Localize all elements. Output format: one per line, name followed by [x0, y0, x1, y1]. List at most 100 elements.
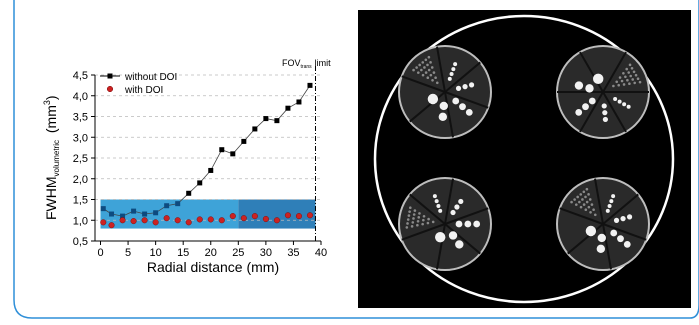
phantom-dot-small: [617, 83, 621, 87]
legend-label-with-doi: with DOI: [124, 85, 163, 96]
phantom-sector-divider: [579, 51, 604, 93]
phantom-rod: [613, 217, 620, 223]
phantom-dot-small: [430, 66, 434, 69]
phantom-dot-small: [423, 66, 426, 69]
phantom-dot-small: [408, 206, 412, 210]
phantom-dot-small: [435, 81, 439, 85]
phantom-dot-small: [620, 79, 624, 83]
phantom-dot-small: [424, 58, 428, 62]
phantom-rod: [611, 194, 616, 199]
phantom-dot-small: [431, 78, 434, 82]
phantom-dot-small: [590, 203, 594, 206]
phantom-dot-small: [582, 203, 586, 206]
x-tick-label: 30: [260, 247, 272, 259]
phantom-rod: [582, 103, 589, 111]
phantom-sector-divider: [602, 91, 627, 133]
phantom-dot-small: [593, 213, 597, 217]
phantom-rod: [610, 229, 618, 237]
x-tick-label: 25: [232, 247, 244, 259]
phantom-rod: [436, 203, 441, 208]
phantom-sector-divider: [567, 223, 604, 255]
phantom-sector-divider: [409, 91, 446, 123]
data-point-with-doi: [130, 218, 137, 225]
phantom-sector-divider: [444, 178, 454, 225]
phantom-rod: [607, 203, 612, 208]
phantom-dot-small: [427, 55, 431, 59]
phantom-rod: [574, 81, 584, 90]
phantom-rod: [605, 208, 610, 213]
phantom-dot-small: [631, 78, 635, 81]
data-point-without-doi: [186, 190, 192, 196]
x-tick-label: 20: [205, 247, 217, 259]
phantom-sector-divider: [444, 91, 489, 109]
phantom-dot-small: [434, 76, 437, 79]
phantom-dot-small: [632, 70, 636, 74]
phantom-dot-small: [588, 198, 592, 201]
phantom-dot-small: [411, 221, 415, 224]
phantom-rod: [602, 110, 608, 116]
phantom-dot-small: [579, 193, 583, 196]
phantom-dot-small: [405, 226, 409, 229]
phantom-rod: [438, 208, 443, 213]
phantom-dot-small: [629, 74, 633, 78]
data-point-without-doi: [142, 211, 148, 217]
phantom-rod: [609, 199, 614, 204]
phantom-image: [358, 10, 691, 308]
legend-label-without-doi: without DOI: [124, 72, 177, 83]
phantom-dot-small: [406, 218, 410, 221]
phantom-sector-divider: [559, 207, 604, 225]
phantom-dot-small: [582, 190, 586, 194]
phantom-dot-small: [592, 208, 595, 211]
x-tick-label: 10: [150, 247, 162, 259]
phantom-dot-small: [576, 195, 579, 199]
phantom-rod: [588, 97, 596, 105]
phantom-dot-small: [584, 195, 587, 199]
phantom-dot-small: [587, 193, 590, 196]
phantom-rod: [613, 97, 618, 101]
phantom-dot-small: [624, 75, 627, 79]
y-tick-label: 0,5: [73, 236, 88, 248]
phantom-sector-divider: [594, 178, 604, 225]
phantom-dot-small: [429, 73, 433, 77]
phantom-rod: [465, 108, 473, 116]
legend-marker-with-doi: [106, 85, 114, 93]
phantom-dot-small: [432, 71, 436, 74]
phantom-dot-small: [422, 218, 425, 222]
phantom-rod: [439, 101, 448, 111]
phantom-rod: [620, 216, 626, 222]
x-tick-label: 5: [125, 247, 131, 259]
phantom-dot-small: [418, 63, 421, 67]
data-point-without-doi: [252, 126, 258, 132]
data-point-without-doi: [241, 138, 247, 144]
phantom-rod: [593, 73, 604, 85]
data-point-without-doi: [263, 116, 269, 122]
phantom-dot-small: [412, 213, 416, 216]
data-point-without-doi: [120, 213, 126, 219]
phantom-rod: [585, 225, 597, 237]
phantom-sector-divider: [602, 223, 612, 270]
phantom-rod: [454, 204, 460, 210]
phantom-dot-small: [628, 82, 631, 85]
phantom-dot-small: [431, 220, 435, 224]
x-axis-title: Radial distance (mm): [147, 259, 279, 275]
phantom-dot-small: [421, 222, 424, 226]
y-tick-label: 3,5: [73, 112, 88, 124]
phantom-dot-small: [618, 76, 622, 79]
phantom-rod: [473, 220, 481, 228]
data-point-without-doi: [208, 167, 214, 173]
phantom-rod: [596, 244, 606, 254]
phantom-sector-divider: [436, 223, 446, 270]
phantom-dot-small: [575, 203, 578, 206]
phantom-rod: [435, 231, 446, 243]
phantom-dot-small: [417, 71, 420, 74]
data-point-with-doi: [295, 213, 303, 220]
data-point-without-doi: [219, 147, 225, 153]
series-without-doi-line: [103, 85, 311, 217]
phantom-rod: [626, 214, 633, 220]
phantom-dot-small: [417, 216, 421, 219]
phantom-dot-small: [636, 77, 640, 80]
phantom-rod: [455, 240, 464, 249]
data-point-with-doi: [174, 217, 181, 224]
phantom-sector-divider: [444, 207, 489, 225]
phantom-dot-small: [626, 78, 629, 82]
